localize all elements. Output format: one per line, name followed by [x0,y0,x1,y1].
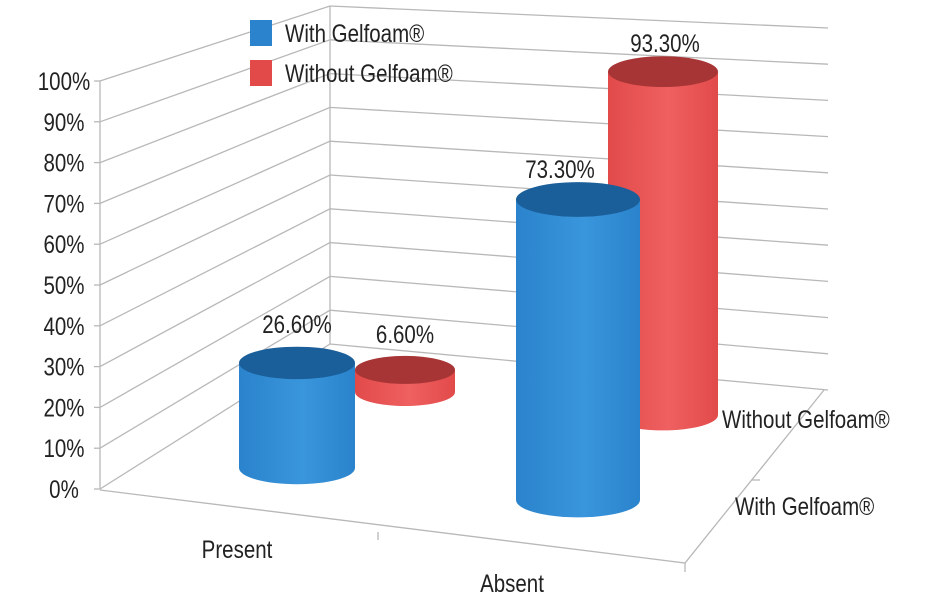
category-label-absent: Absent [480,569,544,595]
y-tick-label: 50% [43,271,84,299]
cylinder-body [516,199,640,518]
y-tick-label: 60% [43,230,84,258]
y-tick-label: 0% [49,475,79,503]
y-tick-label: 70% [43,189,84,217]
depth-label-without-gelfoam: Without Gelfoam® [722,405,890,433]
y-tick-label: 30% [43,353,84,381]
floor-back-edge [99,343,829,490]
data-label: 73.30% [525,155,595,183]
legend-label: With Gelfoam® [285,19,424,47]
bar-with-gelfoam-absent [516,182,640,518]
bar-with-gelfoam-present [239,346,355,485]
cylinder-top [608,56,718,88]
depth-label-with-gelfoam: With Gelfoam® [735,492,874,520]
cylinder-top [239,346,355,380]
gridline [99,174,829,286]
category-labels: Present Absent Without Gelfoam® With Gelfoa… [202,405,890,597]
gridline [99,106,829,204]
legend: With Gelfoam® Without Gelfoam® [250,19,453,87]
y-tick-label: 10% [43,434,84,462]
cylinder-body [239,362,355,485]
y-tick-label: 80% [43,149,84,177]
y-tick-labels: 0% 10% 20% 30% 40% 50% 60% 70% 80% 90% 100% [38,67,90,503]
category-label-present: Present [202,535,273,563]
data-label: 6.60% [376,320,434,348]
legend-swatch [250,60,272,86]
gridline [99,275,829,408]
cylinder-top [355,355,455,384]
gridline [99,309,829,449]
y-tick-label: 20% [43,393,84,421]
data-labels: 6.60% 26.60% 93.30% 73.30% [262,29,700,348]
data-label: 26.60% [262,310,332,338]
gridline [99,5,829,82]
gridline [99,140,829,245]
bar-without-gelfoam-present [355,355,455,406]
y-tick-label: 40% [43,312,84,340]
legend-swatch [250,20,272,46]
y-tick-label: 100% [38,67,90,95]
cylinder-top [516,182,640,217]
y-tick-label: 90% [43,108,84,136]
gridline [99,241,829,368]
bars [239,56,718,518]
legend-label: Without Gelfoam® [285,59,453,87]
data-label: 93.30% [630,29,700,57]
